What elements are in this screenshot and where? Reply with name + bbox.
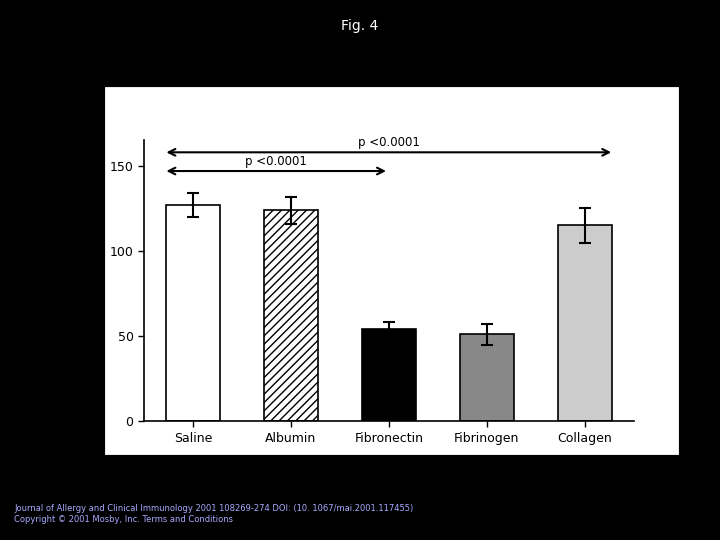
Text: Journal of Allergy and Clinical Immunology 2001 108269-274 DOI: (10. 1067/mai.20: Journal of Allergy and Clinical Immunolo…	[14, 504, 414, 513]
Bar	[558, 226, 611, 421]
Text: S. aureus: S. aureus	[48, 252, 60, 310]
Bar	[362, 329, 415, 421]
Bar	[166, 205, 220, 421]
Bar	[460, 334, 513, 421]
Text: p <0.0001: p <0.0001	[246, 154, 307, 167]
Text: Fig. 4: Fig. 4	[341, 19, 379, 33]
Text: binding: binding	[442, 465, 505, 480]
Text: p <0.0001: p <0.0001	[358, 136, 420, 149]
Text: Copyright © 2001 Mosby, Inc. Terms and Conditions: Copyright © 2001 Mosby, Inc. Terms and C…	[14, 515, 233, 524]
Bar	[264, 210, 318, 421]
Text: S. aureus: S. aureus	[390, 465, 463, 480]
Text: bound/hpf: bound/hpf	[76, 249, 89, 313]
Text: Reagents used for blocking: Reagents used for blocking	[169, 465, 389, 480]
